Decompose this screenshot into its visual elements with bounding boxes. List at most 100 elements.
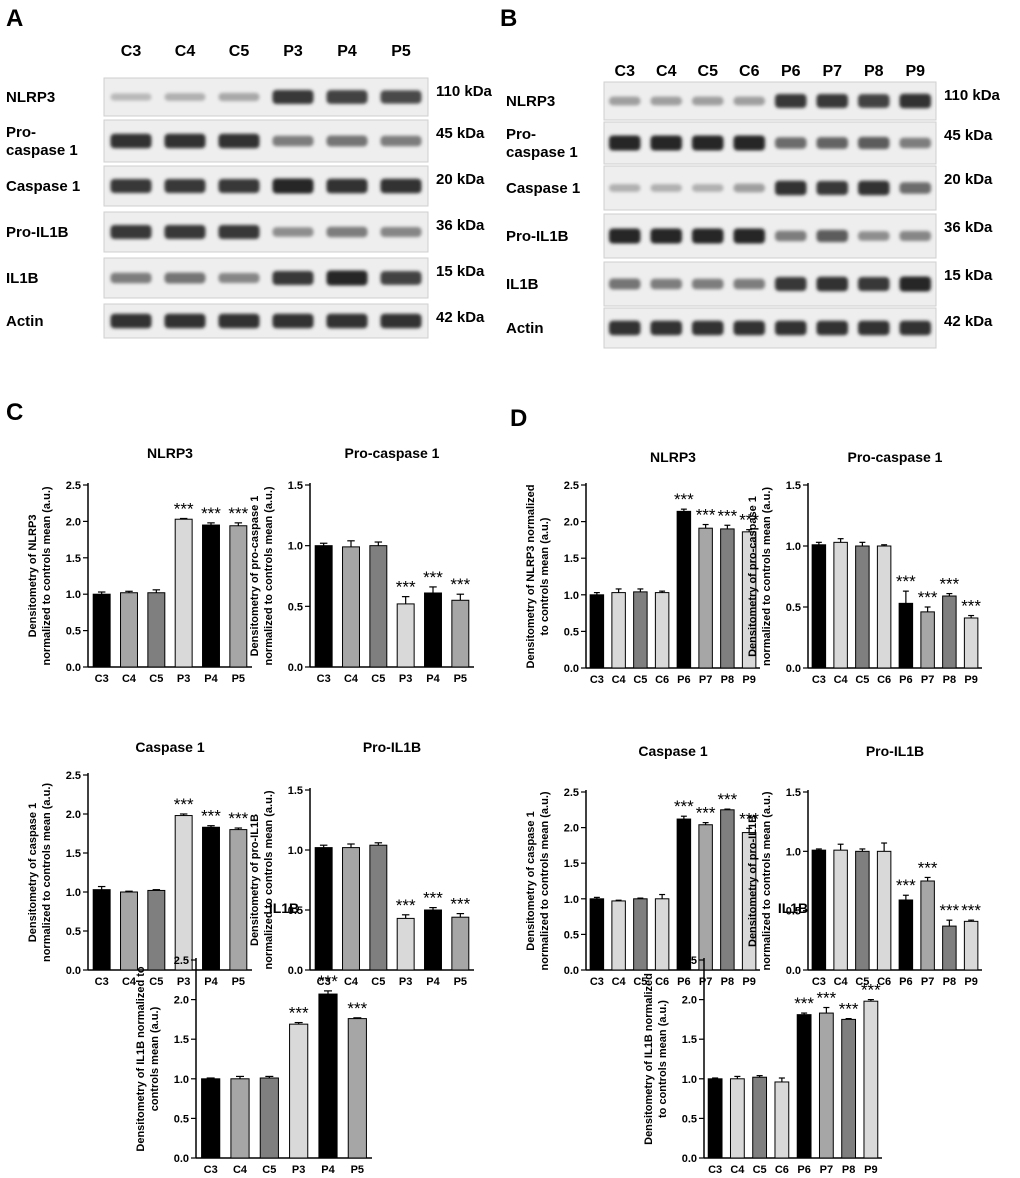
blot-band bbox=[816, 320, 849, 336]
blot-band bbox=[857, 320, 890, 336]
x-tick-label-p5: P5 bbox=[351, 1164, 364, 1176]
blot-band bbox=[110, 313, 152, 329]
y-axis-label-line: Densitometry of NLRP3 bbox=[27, 515, 39, 638]
bar-c5 bbox=[633, 898, 648, 971]
blot-band bbox=[816, 137, 849, 149]
y-axis-label-line: normalized to controls mean (a.u.) bbox=[539, 791, 551, 970]
significance-marker: *** bbox=[450, 895, 470, 914]
y-axis-label-line: Densitometry of pro-caspase 1 bbox=[249, 496, 261, 657]
blot-band bbox=[650, 228, 683, 244]
blot-strip-actin bbox=[103, 303, 429, 339]
y-axis-label-line: Densitometry of pro-IL1B bbox=[249, 814, 261, 946]
bar-p5 bbox=[229, 525, 248, 668]
y-tick-label: 0.0 bbox=[288, 965, 303, 977]
chart-title: Caspase 1 bbox=[135, 739, 204, 755]
significance-marker: *** bbox=[396, 578, 416, 597]
y-tick-label: 1.0 bbox=[174, 1074, 189, 1086]
y-tick-label: 1.5 bbox=[288, 785, 303, 797]
bar-c5 bbox=[147, 592, 166, 668]
blot-row-label: Pro- bbox=[506, 126, 536, 143]
panel-label-a: A bbox=[6, 5, 23, 32]
y-axis-label-line: to controls mean (a.u.) bbox=[657, 1000, 669, 1118]
blot-row-label: Pro- bbox=[6, 124, 36, 141]
x-tick-label-c6: C6 bbox=[655, 976, 669, 988]
x-tick-label-c5: C5 bbox=[753, 1164, 767, 1176]
bar-c3 bbox=[314, 545, 333, 668]
y-tick-label: 0.5 bbox=[682, 1113, 697, 1125]
x-tick-label-p9: P9 bbox=[742, 976, 755, 988]
blot-lane-label-c3: C3 bbox=[615, 63, 636, 80]
y-axis-label-line: normalized to controls mean (a.u.) bbox=[263, 486, 275, 665]
blot-row-label: NLRP3 bbox=[506, 93, 555, 110]
x-tick-label-c5: C5 bbox=[855, 976, 869, 988]
y-tick-label: 1.0 bbox=[66, 589, 81, 601]
blot-band bbox=[774, 230, 807, 242]
bar-c3 bbox=[92, 593, 111, 668]
y-axis-label-line: to controls mean (a.u.) bbox=[539, 517, 551, 635]
x-tick-label-c6: C6 bbox=[775, 1164, 789, 1176]
bar-p4 bbox=[318, 993, 338, 1159]
blot-band bbox=[816, 229, 849, 243]
y-axis-label-line: Densitometry of IL1B normalized bbox=[643, 973, 655, 1145]
blot-band bbox=[899, 137, 932, 149]
bar-c3 bbox=[314, 847, 333, 971]
blot-kda-label: 36 kDa bbox=[436, 217, 485, 234]
bar-c3 bbox=[707, 1078, 723, 1159]
y-axis-label: Densitometry of pro-caspase 1 normalized … bbox=[249, 486, 275, 665]
x-tick-label-p6: P6 bbox=[797, 1164, 810, 1176]
chart-title: Caspase 1 bbox=[638, 743, 707, 759]
x-tick-label-p3: P3 bbox=[292, 1164, 305, 1176]
blot-band bbox=[272, 227, 314, 237]
chart-c-pro-il1b: Pro-IL1B 0.0 0.5 1.0 1.5 Densitometry of pro-… bbox=[249, 739, 474, 988]
chart-title: NLRP3 bbox=[147, 445, 193, 461]
x-tick-label-p7: P7 bbox=[820, 1164, 833, 1176]
y-tick-label: 2.0 bbox=[682, 995, 697, 1007]
x-tick-label-p4: P4 bbox=[426, 673, 440, 685]
blot-kda-label: 15 kDa bbox=[944, 267, 993, 284]
blot-band bbox=[218, 178, 260, 194]
blot-band bbox=[326, 90, 368, 104]
y-tick-label: 0.5 bbox=[174, 1113, 189, 1125]
significance-marker: *** bbox=[816, 989, 836, 1008]
blot-row-label: caspase 1 bbox=[6, 142, 78, 159]
blot-band bbox=[733, 278, 766, 290]
x-tick-label-c3: C3 bbox=[590, 674, 604, 686]
y-axis-label: Densitometry of IL1B normalized to contro… bbox=[135, 966, 161, 1151]
significance-marker: *** bbox=[918, 858, 938, 877]
y-tick-label: 0.5 bbox=[288, 601, 303, 613]
bar-p7 bbox=[698, 527, 713, 669]
blot-band bbox=[733, 183, 766, 193]
x-tick-label-c3: C3 bbox=[317, 673, 331, 685]
blot-kda-label: 45 kDa bbox=[436, 125, 485, 142]
bar-p8 bbox=[942, 595, 957, 669]
y-tick-label: 1.0 bbox=[288, 845, 303, 857]
x-tick-label-c3: C3 bbox=[204, 1164, 218, 1176]
bar-p6 bbox=[676, 818, 692, 971]
significance-marker: *** bbox=[839, 1000, 859, 1019]
x-tick-label-p3: P3 bbox=[177, 673, 190, 685]
chart-title: Pro-caspase 1 bbox=[848, 449, 943, 465]
bar-c4 bbox=[833, 849, 848, 971]
y-tick-label: 1.0 bbox=[786, 846, 801, 858]
y-axis-label-line: normalized to controls mean (a.u.) bbox=[41, 486, 53, 665]
blot-kda-label: 42 kDa bbox=[436, 309, 485, 326]
chart-d-il1b: IL1B 0.0 0.5 1.0 1.5 2.0 2.5 Densitometry of IL… bbox=[643, 900, 882, 1176]
y-axis-label: Densitometry of caspase 1 normalized to c… bbox=[525, 791, 551, 970]
western-blot-a: C3 C4 C5 P3 P4 P5 NLRP3 110 kDa Pro-caspase 1 45 … bbox=[6, 43, 493, 339]
blot-band bbox=[899, 230, 932, 242]
significance-marker: *** bbox=[289, 1004, 309, 1023]
blot-strip-pro-il1b bbox=[103, 211, 429, 253]
y-tick-label: 0.0 bbox=[564, 965, 579, 977]
bar-p3 bbox=[289, 1023, 309, 1159]
blot-band bbox=[816, 180, 849, 196]
blot-band bbox=[272, 178, 314, 194]
x-tick-label-c5: C5 bbox=[149, 673, 163, 685]
blot-band bbox=[380, 313, 422, 329]
y-tick-label: 2.5 bbox=[66, 480, 81, 492]
significance-marker: *** bbox=[396, 896, 416, 915]
blot-band bbox=[774, 180, 807, 196]
x-tick-label-c3: C3 bbox=[812, 976, 826, 988]
bar-c4 bbox=[611, 900, 626, 971]
x-tick-label-p7: P7 bbox=[699, 674, 712, 686]
blot-band bbox=[110, 133, 152, 149]
